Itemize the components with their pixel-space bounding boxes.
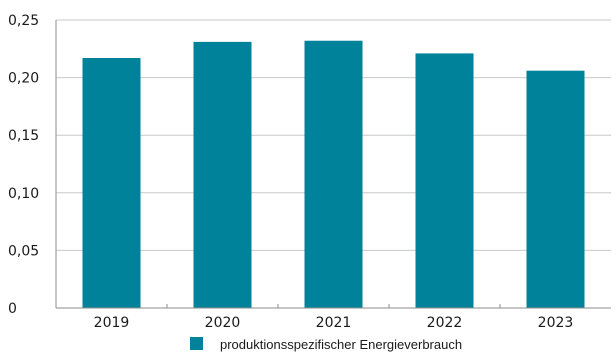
bar-2021 (304, 40, 363, 309)
bar-2019 (82, 58, 141, 309)
x-tick-label: 2023 (538, 315, 574, 331)
x-tick-label: 2020 (205, 315, 241, 331)
y-tick-label: 0,10 (8, 186, 39, 202)
bar-2020 (193, 41, 252, 308)
y-axis-tick-labels: 0 0,05 0,10 0,15 0,20 0,25 (8, 13, 39, 317)
axes (55, 20, 611, 309)
y-tick-label: 0,20 (8, 71, 39, 87)
y-tick-label: 0 (8, 301, 17, 317)
bars (82, 40, 585, 309)
legend: produktionsspezifischer Energieverbrauch (190, 337, 462, 352)
x-tick-label: 2022 (427, 315, 463, 331)
legend-swatch (190, 337, 203, 350)
x-tick-label: 2021 (316, 315, 352, 331)
bar-2023 (526, 70, 585, 308)
y-tick-label: 0,05 (8, 243, 39, 259)
y-tick-label: 0,25 (8, 13, 39, 29)
x-tick-label: 2019 (94, 315, 130, 331)
legend-label: produktionsspezifischer Energieverbrauch (220, 337, 462, 352)
y-tick-label: 0,15 (8, 128, 39, 144)
bar-2022 (415, 53, 474, 308)
x-axis-tick-labels: 2019 2020 2021 2022 2023 (94, 315, 574, 331)
